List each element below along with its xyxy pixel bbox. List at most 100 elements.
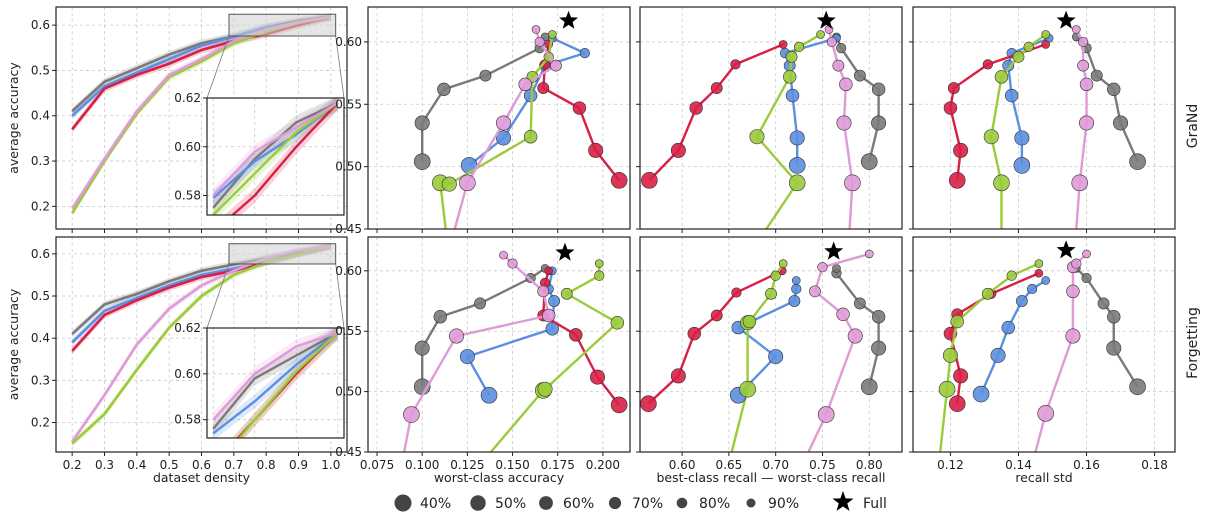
point-green-50 <box>441 176 457 192</box>
tail-line-0 <box>765 182 799 229</box>
x-tick-label: 0.60 <box>669 458 696 472</box>
point-red-50 <box>670 142 686 158</box>
point-red-50 <box>589 369 605 385</box>
point-blue-80 <box>1026 283 1038 295</box>
full-star-marker <box>816 10 836 29</box>
point-gray-80 <box>1081 272 1092 284</box>
y-tick-label: 0.60 <box>335 35 362 49</box>
x-axis-label: recall std <box>1015 470 1072 485</box>
legend-full-star <box>832 491 854 511</box>
axes-frame <box>639 236 903 453</box>
point-pink-50 <box>496 115 512 131</box>
point-gray-70 <box>853 297 866 310</box>
point-pink-40 <box>817 406 835 423</box>
point-pink-80 <box>1078 36 1089 48</box>
x-tick-label: 0.100 <box>405 458 439 472</box>
band-pink <box>72 242 331 445</box>
point-green-60 <box>523 130 538 144</box>
y-tick-label: 0.6 <box>31 18 50 32</box>
row-label-forgetting: Forgetting <box>1185 307 1201 379</box>
point-red-40 <box>610 396 628 414</box>
legend-label-70: 70% <box>632 496 663 512</box>
connector-line <box>206 263 230 329</box>
point-green-70 <box>765 287 777 300</box>
point-red-50 <box>588 142 604 158</box>
point-pink-70 <box>537 285 550 298</box>
y-tick-label: 0.4 <box>31 331 50 345</box>
inset-frame <box>206 327 345 439</box>
series-line-pink <box>813 252 870 415</box>
axes-frame <box>912 236 1176 453</box>
point-green-50 <box>983 129 999 145</box>
legend-marker-80 <box>676 497 688 509</box>
full-star-marker <box>555 242 575 261</box>
point-green-80 <box>1023 41 1034 53</box>
point-gray-40 <box>860 153 878 170</box>
point-green-90 <box>816 30 825 39</box>
point-gray-50 <box>871 115 887 131</box>
panel-r1c0: 0.58 0.60 0.62 0.2 0.3 0.4 0.5 0.6 0.2 0.3 0.4 0.5 0… <box>6 236 348 485</box>
plot-background <box>640 237 902 452</box>
point-pink-60 <box>518 77 532 92</box>
plot-area <box>938 240 1146 452</box>
x-axis-label: dataset density <box>153 470 251 485</box>
point-green-70 <box>560 287 573 300</box>
x-tick-label: 0.200 <box>586 458 620 472</box>
point-gray-50 <box>414 340 430 356</box>
legend-label-80: 80% <box>699 496 730 512</box>
x-tick-label: 0.3 <box>95 458 114 472</box>
y-tick-label: 0.55 <box>335 97 362 111</box>
x-tick-label: 0.14 <box>1005 458 1032 472</box>
point-blue-40 <box>972 385 990 403</box>
point-red-90 <box>544 266 553 276</box>
point-red-70 <box>710 309 723 322</box>
inset-y-tick-label: 0.60 <box>174 367 201 381</box>
point-red-40 <box>640 395 657 412</box>
point-red-40 <box>948 395 966 412</box>
plot-area <box>640 241 887 452</box>
connector-line <box>335 263 345 329</box>
zoom-region <box>228 243 337 265</box>
x-tick-label: 0.7 <box>224 458 243 472</box>
point-blue-40 <box>1013 157 1031 174</box>
plot-background <box>640 7 902 229</box>
y-tick-label: 0.45 <box>335 222 362 236</box>
point-pink-60 <box>1066 284 1080 299</box>
point-green-60 <box>994 70 1009 84</box>
y-tick-label: 0.50 <box>335 160 362 174</box>
point-green-90 <box>594 259 604 268</box>
point-green-90 <box>778 259 788 268</box>
y-axis-label: average accuracy <box>6 288 21 400</box>
point-gray-70 <box>1090 69 1103 82</box>
panel-r0c0: 0.58 0.60 0.62 0.2 0.3 0.4 0.5 0.6 average accur… <box>6 6 348 233</box>
y-tick-label: 0.45 <box>335 445 362 459</box>
point-blue-60 <box>1004 88 1019 103</box>
point-red-90 <box>778 40 788 49</box>
point-blue-50 <box>990 347 1006 363</box>
x-tick-label: 0.5 <box>160 458 179 472</box>
x-tick-label: 0.075 <box>360 458 394 472</box>
x-tick-label: 0.125 <box>450 458 484 472</box>
point-pink-80 <box>1071 258 1082 269</box>
inset-plot-area <box>212 328 339 438</box>
connector-line <box>335 35 345 99</box>
y-axis-label: average accuracy <box>6 62 21 174</box>
y-tick-label: 0.4 <box>31 109 50 123</box>
point-green-50 <box>749 129 765 145</box>
point-pink-60 <box>839 77 853 92</box>
axes-frame <box>367 6 631 230</box>
point-pink-70 <box>809 285 821 298</box>
point-pink-90 <box>499 250 508 260</box>
point-red-50 <box>953 142 969 158</box>
plot-area <box>641 10 887 229</box>
point-pink-40 <box>403 406 420 423</box>
point-red-60 <box>572 101 587 115</box>
point-pink-50 <box>1079 115 1095 131</box>
inset-line-green <box>212 101 339 215</box>
point-gray-40 <box>1129 153 1146 170</box>
inset-panel: 0.58 0.60 0.62 <box>174 91 345 216</box>
point-blue-50 <box>459 349 475 365</box>
point-gray-60 <box>871 310 886 324</box>
point-pink-80 <box>507 258 518 269</box>
point-pink-90 <box>1072 25 1081 34</box>
